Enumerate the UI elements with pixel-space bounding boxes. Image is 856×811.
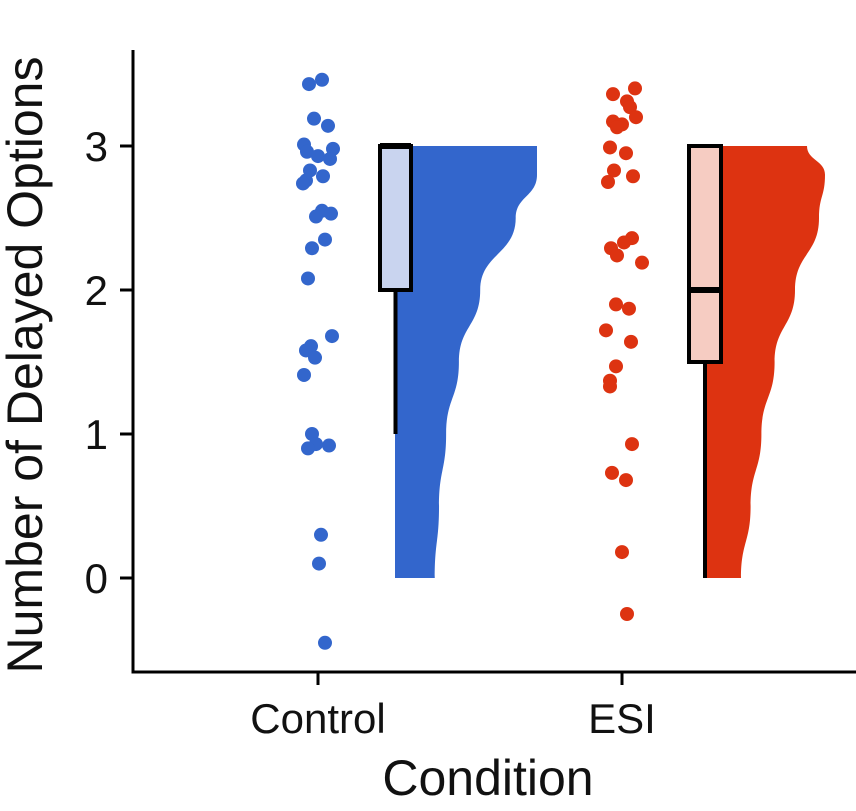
control-data-point — [301, 441, 315, 456]
y-axis-ticks: 0 1 2 3 — [85, 123, 133, 602]
control-data-point — [325, 329, 339, 344]
esi-data-point — [606, 87, 620, 102]
esi-data-point — [610, 248, 624, 263]
y-tick-label: 0 — [85, 555, 108, 602]
x-axis-ticks: Control ESI — [250, 672, 656, 742]
control-data-point — [300, 144, 314, 159]
esi-data-point — [615, 545, 629, 560]
esi-data-point — [622, 301, 636, 316]
control-data-point — [316, 169, 330, 184]
y-tick-label: 3 — [85, 123, 108, 170]
esi-data-point — [635, 255, 649, 270]
control-data-point — [312, 556, 326, 571]
esi-data-point — [609, 297, 623, 312]
esi-data-point — [623, 100, 637, 115]
esi-data-point — [610, 120, 624, 135]
esi-data-point — [617, 235, 631, 250]
esi-data-point — [626, 169, 640, 184]
jitter-points — [296, 72, 649, 650]
y-axis-title: Number of Delayed Options — [0, 57, 53, 674]
control-density-cloud — [395, 146, 537, 578]
control-data-point — [307, 111, 321, 126]
esi-data-point — [603, 140, 617, 155]
control-data-point — [309, 209, 323, 224]
esi-data-point — [628, 81, 642, 96]
esi-data-point — [607, 163, 621, 178]
control-data-point — [308, 350, 322, 365]
control-data-point — [318, 635, 332, 650]
esi-data-point — [619, 473, 633, 488]
density-clouds — [395, 146, 825, 578]
y-tick-label: 1 — [85, 411, 108, 458]
x-tick-label: ESI — [588, 695, 656, 742]
control-data-point — [314, 527, 328, 542]
control-data-point — [321, 118, 335, 133]
boxplots — [378, 143, 723, 578]
esi-data-point — [605, 465, 619, 480]
control-data-point — [324, 206, 338, 221]
esi-density-cloud — [705, 146, 825, 578]
esi-data-point — [629, 110, 643, 125]
esi-data-point — [603, 379, 617, 394]
esi-data-point — [619, 146, 633, 161]
control-data-point — [305, 241, 319, 256]
control-box — [378, 144, 413, 292]
control-data-point — [311, 149, 325, 164]
esi-data-point — [599, 323, 613, 338]
control-data-point — [323, 151, 337, 166]
esi-data-point — [609, 359, 623, 374]
esi-data-point — [625, 437, 639, 452]
control-data-point — [296, 176, 310, 191]
y-tick-label: 2 — [85, 267, 108, 314]
x-tick-label: Control — [250, 695, 385, 742]
esi-box — [687, 144, 723, 364]
esi-data-point — [620, 607, 634, 621]
control-data-point — [301, 271, 315, 286]
esi-data-point — [601, 175, 615, 189]
control-data-point — [315, 72, 329, 87]
control-data-point — [318, 232, 332, 247]
control-data-point — [297, 367, 311, 382]
control-data-point — [322, 438, 336, 453]
control-data-point — [302, 77, 316, 92]
esi-data-point — [624, 334, 638, 349]
x-axis-title: Condition — [382, 750, 593, 806]
